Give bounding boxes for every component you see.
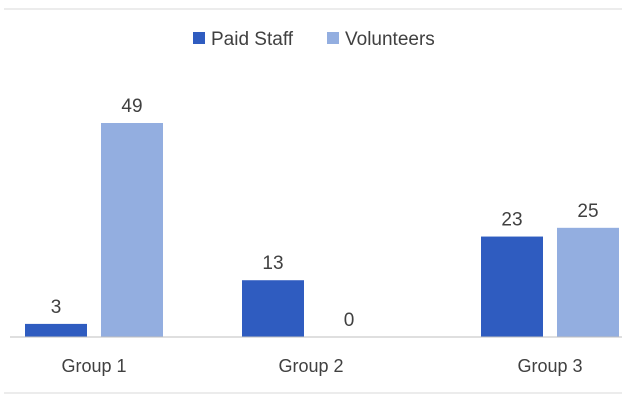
- data-label: 49: [121, 96, 142, 117]
- data-label: 25: [577, 201, 598, 222]
- data-label: 23: [501, 210, 522, 231]
- data-label: 13: [262, 253, 283, 274]
- bar-paid-staff-group-2: [242, 280, 304, 337]
- x-tick-label: Group 2: [278, 356, 343, 376]
- legend-label: Volunteers: [345, 29, 435, 50]
- data-label: 3: [51, 297, 62, 318]
- data-labels: 3 49 13 0 23 25: [51, 96, 599, 331]
- legend: Paid Staff Volunteers: [193, 29, 435, 50]
- legend-swatch-paid-staff: [193, 32, 205, 44]
- legend-label: Paid Staff: [211, 29, 294, 50]
- legend-swatch-volunteers: [327, 32, 339, 44]
- bar-volunteers-group-3: [557, 227, 619, 337]
- data-label: 0: [344, 310, 355, 331]
- bar-paid-staff-group-1: [25, 323, 87, 337]
- x-tick-label: Group 3: [517, 356, 582, 376]
- bar-volunteers-group-1: [101, 123, 163, 337]
- x-axis-tick-labels: Group 1 Group 2 Group 3: [61, 356, 582, 376]
- x-tick-label: Group 1: [61, 356, 126, 376]
- bars: [25, 123, 619, 337]
- bar-paid-staff-group-3: [481, 236, 543, 337]
